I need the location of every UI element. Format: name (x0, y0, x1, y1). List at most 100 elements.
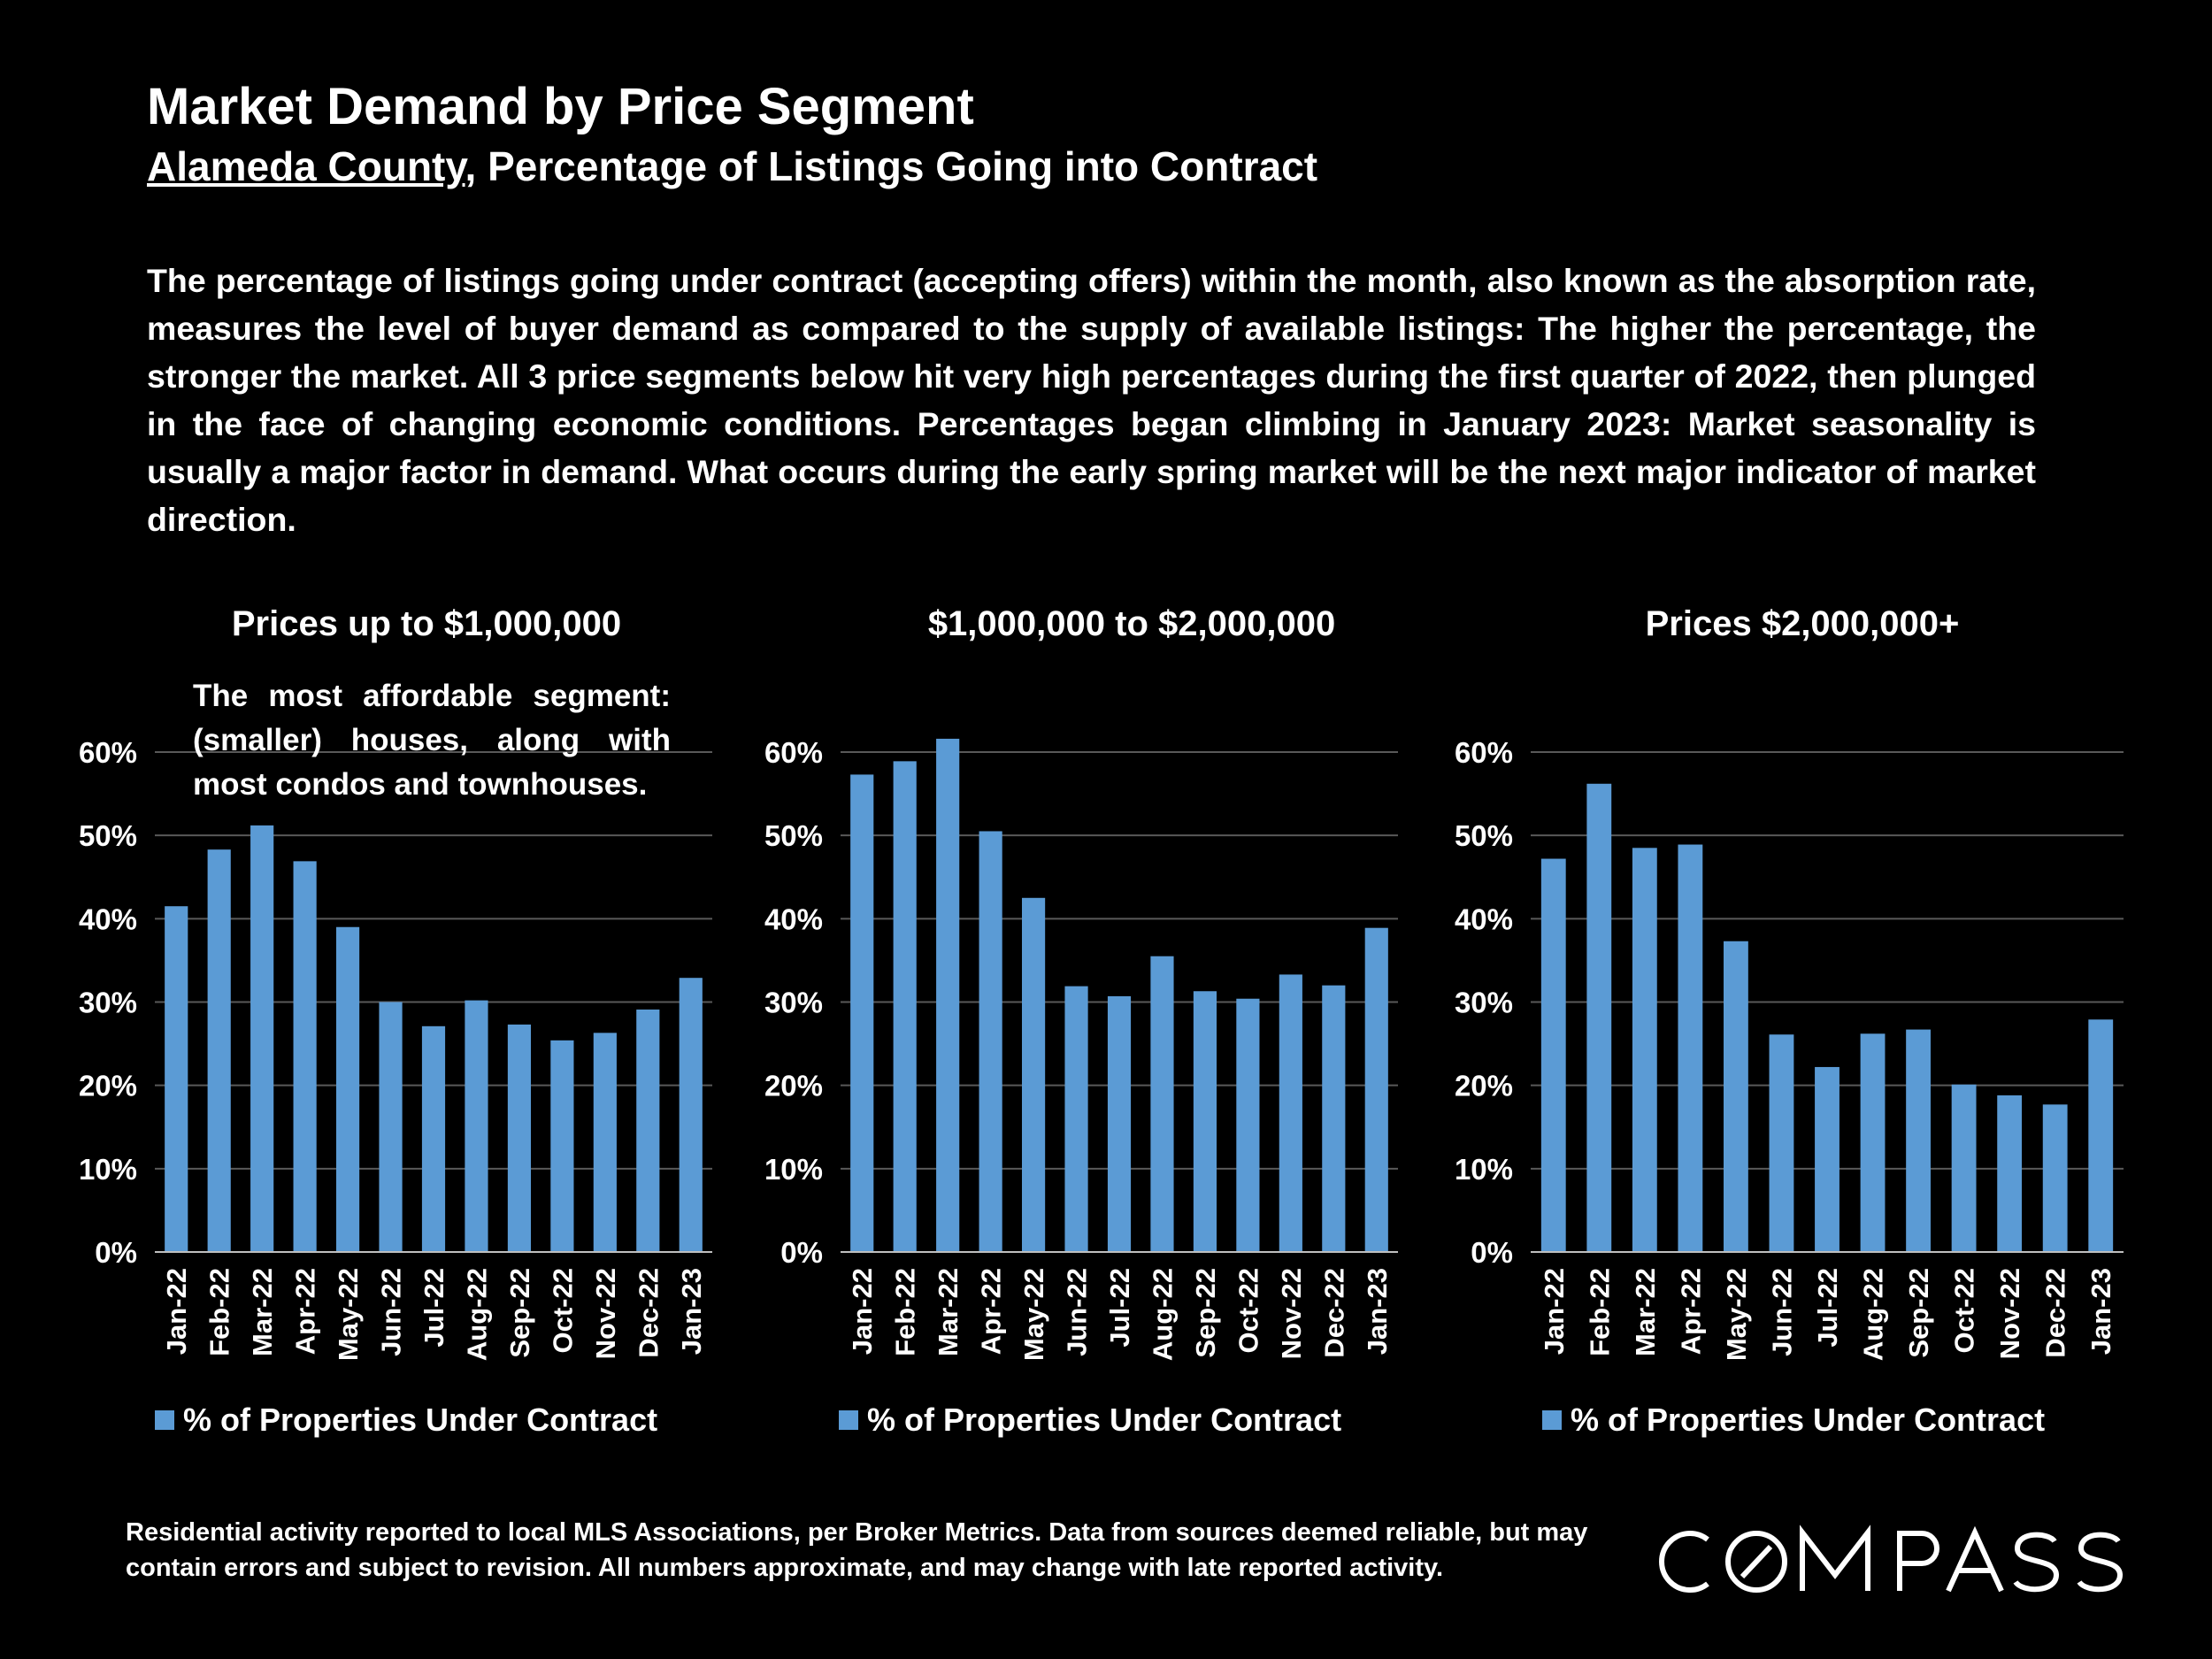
x-tick-label: Aug-22 (1858, 1268, 1889, 1361)
y-tick-label: 50% (1455, 819, 1513, 852)
x-tick-label: Dec-22 (2040, 1268, 2071, 1358)
x-tick-label: Sep-22 (504, 1268, 535, 1358)
chart-2-legend: % of Properties Under Contract (839, 1401, 1341, 1440)
bar (207, 849, 231, 1252)
chart-2: 0% 10% 20% 30% 40% 50% 60% Jan-22 Feb-22 Mar-22 Ap… (764, 736, 1398, 1361)
y-tick-label: 10% (1455, 1153, 1513, 1186)
x-tick-label: Jan-23 (1362, 1268, 1393, 1355)
x-tick-label: Mar-22 (933, 1268, 964, 1356)
x-tick-label: Nov-22 (1994, 1268, 2025, 1359)
bar (1364, 927, 1388, 1252)
bar (1951, 1084, 1977, 1252)
y-tick-label: 60% (1455, 736, 1513, 769)
bar (1678, 844, 1703, 1252)
bar (550, 1040, 574, 1252)
x-tick-label: Jun-22 (376, 1268, 407, 1356)
bar (250, 825, 274, 1252)
y-tick-label: 0% (95, 1236, 137, 1269)
chart-1-annotation: The most affordable segment: (smaller) h… (193, 679, 671, 802)
x-tick-label: Sep-22 (1190, 1268, 1221, 1358)
x-tick-label: Jul-22 (1104, 1268, 1135, 1348)
bar (936, 738, 960, 1252)
page-subtitle: Alameda County, Percentage of Listings G… (147, 142, 1317, 191)
x-tick-label: May-22 (333, 1268, 364, 1361)
x-tick-label: Sep-22 (1903, 1268, 1934, 1358)
x-tick-label: Oct-22 (547, 1268, 578, 1353)
bar (1236, 998, 1260, 1252)
legend-swatch (155, 1410, 174, 1430)
bar (1586, 783, 1612, 1252)
chart-2-title: $1,000,000 to $2,000,000 (927, 604, 1336, 643)
y-tick-label: 40% (79, 902, 137, 935)
bar (1769, 1034, 1794, 1252)
y-tick-label: 0% (1471, 1236, 1513, 1269)
x-tick-label: Jul-22 (1812, 1268, 1843, 1348)
bar (636, 1009, 660, 1252)
x-tick-label: Jan-23 (2085, 1268, 2116, 1355)
y-tick-label: 30% (764, 987, 823, 1019)
x-tick-label: Nov-22 (1276, 1268, 1307, 1359)
bar (465, 1000, 488, 1252)
x-tick-label: Oct-22 (1233, 1268, 1263, 1353)
subtitle-rest: , Percentage of Listings Going into Cont… (465, 143, 1318, 189)
bar (679, 978, 703, 1252)
x-tick-label: Apr-22 (1675, 1268, 1706, 1355)
chart-1: 0% 10% 20% 30% 40% 50% 60% Jan-22 Feb-22 Mar-22 Ap… (79, 736, 712, 1361)
bar (893, 761, 917, 1252)
x-tick-label: Aug-22 (461, 1268, 492, 1361)
y-tick-label: 40% (764, 902, 823, 935)
bar (507, 1024, 532, 1252)
y-tick-label: 0% (780, 1236, 823, 1269)
x-tick-label: Jan-22 (161, 1268, 192, 1355)
x-tick-label: Apr-22 (290, 1268, 321, 1355)
x-tick-label: Feb-22 (890, 1268, 921, 1356)
y-tick-label: 60% (79, 736, 137, 769)
x-tick-label: Feb-22 (204, 1268, 235, 1356)
y-tick-label: 10% (79, 1153, 137, 1186)
chart-1-legend: % of Properties Under Contract (155, 1401, 657, 1440)
x-tick-label: Dec-22 (633, 1268, 664, 1358)
x-tick-label: Nov-22 (590, 1268, 621, 1359)
y-tick-label: 40% (1455, 902, 1513, 935)
x-tick-label: Dec-22 (1318, 1268, 1349, 1358)
bar (335, 926, 360, 1252)
legend-label: % of Properties Under Contract (867, 1402, 1342, 1438)
y-tick-label: 30% (1455, 987, 1513, 1019)
x-tick-label: Feb-22 (1584, 1268, 1615, 1356)
bar (1322, 985, 1346, 1252)
x-tick-label: Apr-22 (976, 1268, 1007, 1355)
bar (2088, 1019, 2114, 1252)
bar (1064, 986, 1088, 1252)
bar (165, 906, 188, 1252)
page-title: Market Demand by Price Segment (147, 78, 974, 135)
chart-1-title: Prices up to $1,000,000 (231, 604, 622, 643)
legend-label: % of Properties Under Contract (183, 1402, 658, 1438)
bar (593, 1033, 617, 1252)
chart-3-title: Prices $2,000,000+ (1645, 604, 1960, 643)
bar (1150, 956, 1174, 1252)
bar (1906, 1029, 1931, 1252)
bar (1107, 995, 1132, 1252)
y-tick-label: 10% (764, 1153, 823, 1186)
x-tick-label: Aug-22 (1147, 1268, 1178, 1361)
compass-logo (1659, 1525, 2124, 1593)
bar (1540, 858, 1566, 1252)
y-tick-label: 60% (764, 736, 823, 769)
bar (979, 831, 1002, 1252)
y-tick-label: 20% (79, 1070, 137, 1102)
bar (850, 774, 874, 1252)
bar (421, 1025, 446, 1252)
bar (1724, 941, 1748, 1252)
bar (1632, 848, 1657, 1252)
bar (293, 861, 317, 1252)
chart-3-legend: % of Properties Under Contract (1542, 1401, 2045, 1440)
bar (1815, 1066, 1839, 1252)
x-tick-label: Mar-22 (247, 1268, 278, 1356)
x-tick-label: May-22 (1721, 1268, 1752, 1361)
x-tick-label: Jan-22 (1539, 1268, 1570, 1355)
x-tick-label: Oct-22 (1949, 1268, 1980, 1353)
x-tick-label: May-22 (1018, 1268, 1049, 1361)
y-tick-label: 50% (764, 819, 823, 852)
legend-swatch (839, 1410, 858, 1430)
chart-3: 0% 10% 20% 30% 40% 50% 60% Jan-22 Feb-22 Mar-22 Ap… (1455, 736, 2124, 1361)
